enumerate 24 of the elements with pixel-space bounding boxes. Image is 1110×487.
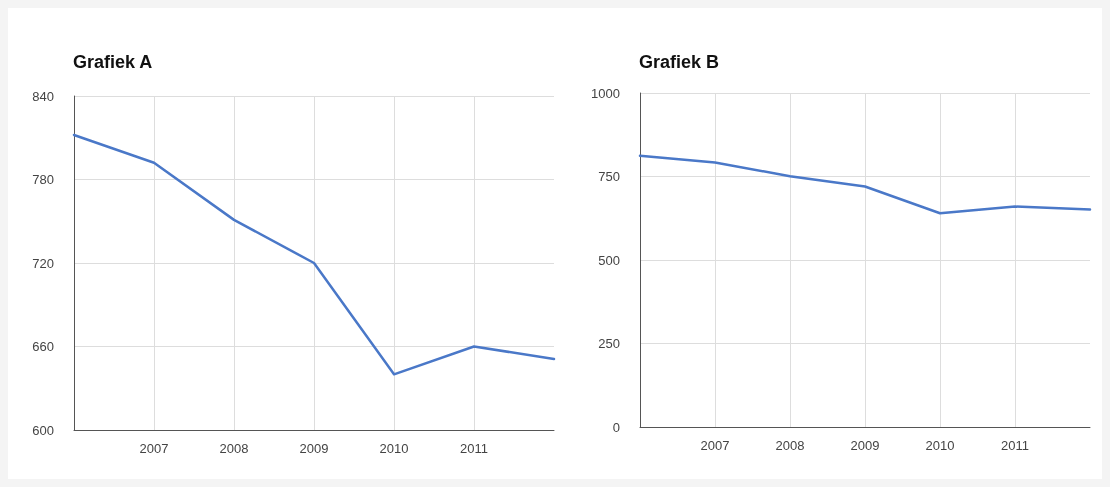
y-tick-label: 750 — [598, 169, 620, 184]
y-tick-label: 840 — [32, 88, 54, 104]
x-tick-label: 2007 — [139, 441, 169, 456]
y-tick-label: 250 — [598, 336, 620, 351]
y-tick-label: 660 — [32, 339, 54, 354]
chart-title: Grafiek B — [639, 52, 720, 72]
x-tick-label: 2007 — [700, 438, 730, 453]
line-series — [72, 133, 556, 376]
x-tick-label: 2010 — [379, 441, 409, 456]
y-tick-label: 500 — [598, 252, 620, 268]
line-series — [638, 154, 1092, 215]
x-tick-label: 2011 — [1001, 438, 1029, 453]
x-tick-label: 2011 — [460, 441, 488, 456]
y-tick-label: 720 — [32, 255, 54, 271]
x-tick-label: 2010 — [925, 438, 955, 453]
chart-title: Grafiek A — [73, 52, 153, 72]
y-tick-label: 0 — [612, 419, 620, 435]
x-tick-label: 2009 — [299, 441, 329, 456]
x-tick-label: 2008 — [219, 441, 249, 456]
y-tick-label: 1000 — [591, 85, 620, 101]
y-tick-label: 600 — [32, 422, 54, 438]
y-tick-label: 780 — [32, 172, 54, 187]
x-tick-label: 2008 — [775, 438, 805, 453]
x-tick-label: 2009 — [850, 438, 880, 453]
